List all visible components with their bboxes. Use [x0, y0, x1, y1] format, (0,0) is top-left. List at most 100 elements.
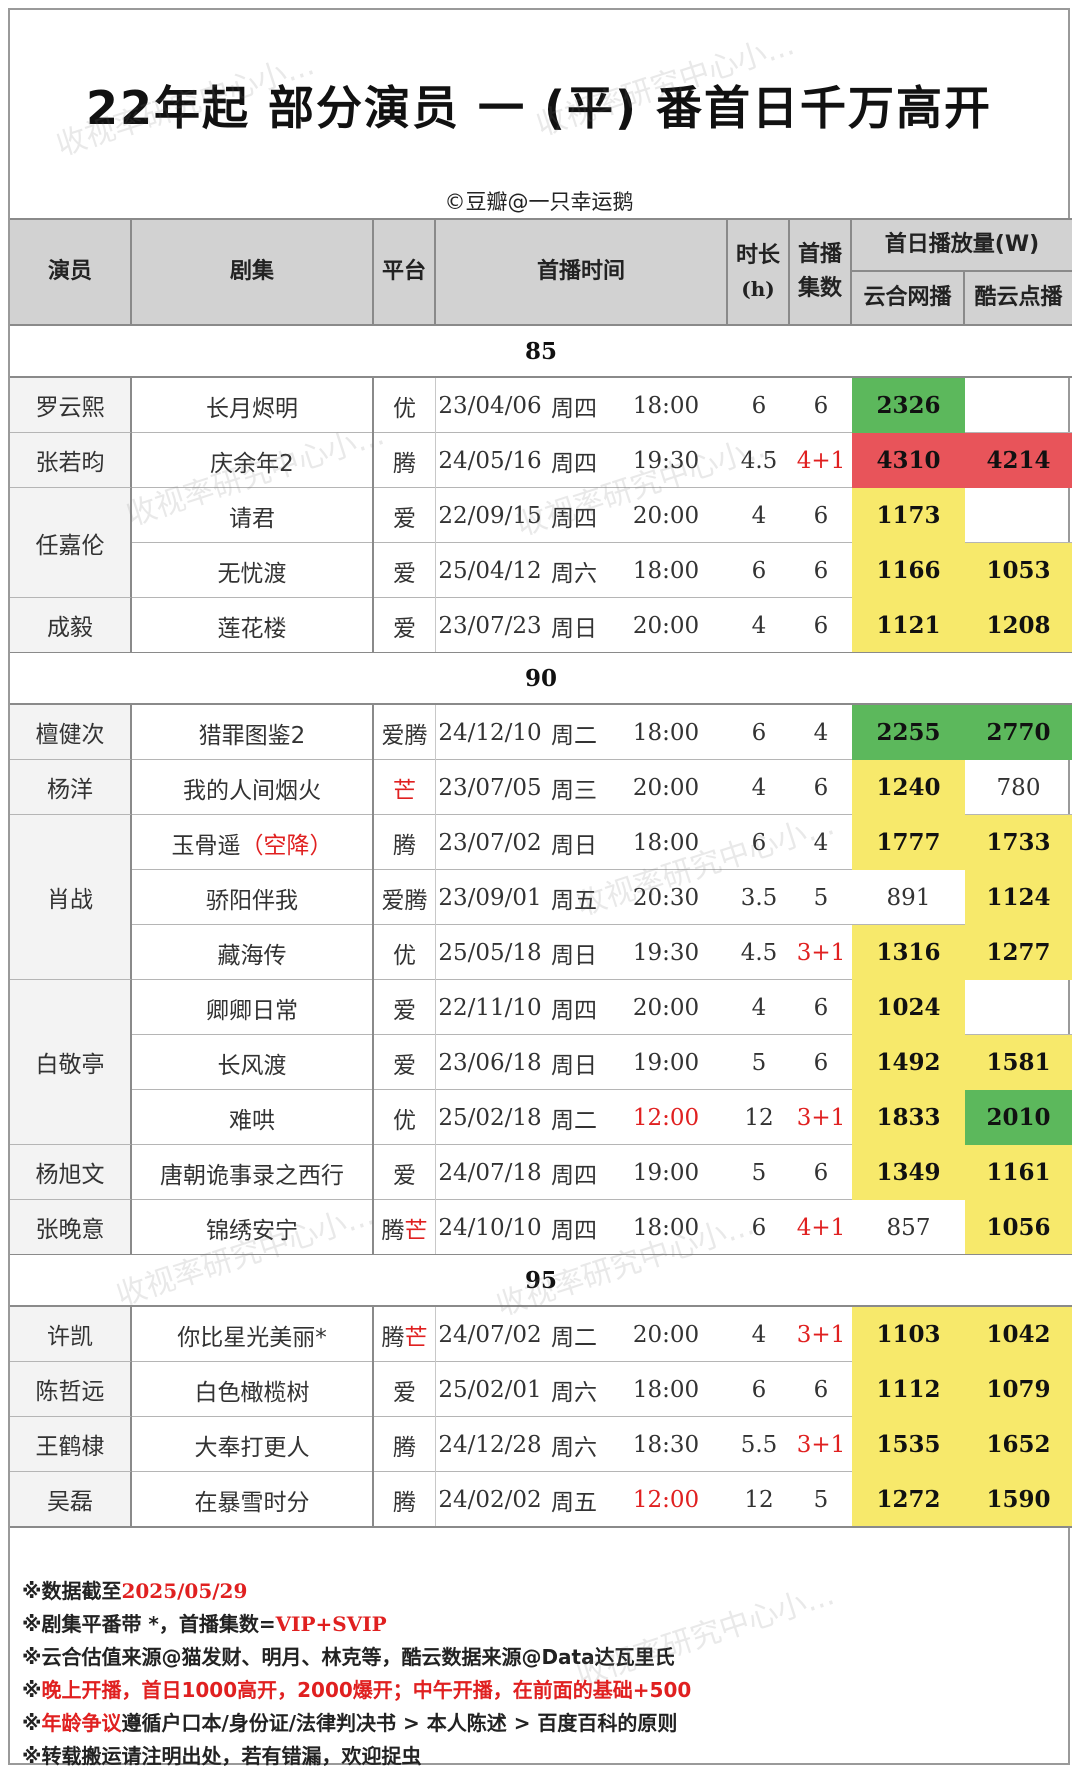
- yunhe-views: 1349: [852, 1145, 965, 1200]
- yunhe-views: 1272: [852, 1472, 965, 1527]
- kuyun-views: 1124: [965, 870, 1072, 925]
- platform-label: 腾: [381, 1324, 405, 1351]
- air-weekday: 周四: [551, 1162, 597, 1189]
- air-date: 23/06/18: [438, 1049, 542, 1076]
- header-duration: 时长 (h): [728, 220, 790, 324]
- air-weekday: 周二: [551, 722, 597, 749]
- kuyun-views: 780: [996, 774, 1041, 801]
- platform-label: 腾: [393, 450, 416, 477]
- note-segment: ※转载搬运请注明出处，若有错漏，欢迎捉虫: [22, 1744, 422, 1768]
- air-time: 20:00: [632, 502, 700, 529]
- actor-name: 陈哲远: [10, 1362, 132, 1417]
- yunhe-views: 1777: [852, 815, 965, 870]
- episodes-value: 4: [813, 719, 829, 746]
- platform-cell: 爱: [374, 1145, 436, 1200]
- duration-value: 3.5: [740, 884, 778, 911]
- episodes-value: 3+1: [796, 939, 846, 966]
- actor-name: 许凯: [10, 1307, 132, 1362]
- platform-label: 腾: [393, 1489, 416, 1516]
- header-platform: 平台: [374, 220, 436, 324]
- note-segment: 晚上开播，首日1000高开，2000爆开；中午开播，在前面的基础+500: [41, 1678, 692, 1702]
- air-time: 20:30: [632, 884, 700, 911]
- duration-value: 4: [751, 1321, 767, 1348]
- air-time: 18:00: [632, 392, 700, 419]
- note-segment: ※云合估值来源@猫发财、明月、林克等，酷云数据来源@Data达瓦里氏: [22, 1645, 675, 1669]
- actor-name: 张若昀: [10, 433, 132, 488]
- drama-note: （空降）: [240, 832, 333, 859]
- air-time: 18:00: [632, 829, 700, 856]
- duration-value: 6: [751, 1376, 767, 1403]
- platform-cell: 优: [374, 925, 436, 980]
- episodes-value: 6: [813, 392, 829, 419]
- header-drama: 剧集: [132, 220, 374, 324]
- yunhe-views: 1121: [852, 598, 965, 653]
- yunhe-views: 857: [886, 1214, 931, 1241]
- platform-cell: 腾: [374, 433, 436, 488]
- platform-label: 芒: [404, 1324, 428, 1351]
- episodes-value: 5: [813, 1486, 829, 1513]
- platform-label: 爱腾: [381, 722, 428, 749]
- air-date: 24/10/10: [438, 1214, 542, 1241]
- table-row: 请君爱 22/09/15 周四 20:00 4 6 1173: [10, 488, 1072, 543]
- air-date: 23/07/02: [438, 829, 542, 856]
- duration-value: 4.5: [740, 939, 778, 966]
- air-date: 24/07/02: [438, 1321, 542, 1348]
- table-row: 庆余年2 腾 24/05/16 周四 19:30 4.5 4+1 4310 4214: [10, 433, 1072, 488]
- ranking-sheet: 22年起 部分演员 一 (平) 番首日千万高开 ©豆瓣@一只幸运鹅 演员 剧集 …: [8, 8, 1072, 1768]
- notes: ※数据截至2025/05/29 ※剧集平番带 *，首播集数=VIP+SVIP ※云合…: [22, 1575, 1062, 1773]
- platform-label: 优: [393, 395, 416, 422]
- yunhe-views: 2326: [852, 378, 965, 433]
- drama-name: 长风渡: [132, 1035, 374, 1090]
- header-air-time: 首播时间: [436, 220, 728, 324]
- air-date: 24/12/28: [438, 1431, 542, 1458]
- table-row: 唐朝诡事录之西行爱 24/07/18 周四 19:00 5 6 1349 1161: [10, 1145, 1072, 1200]
- yunhe-views: 1492: [852, 1035, 965, 1090]
- kuyun-views: 1053: [965, 543, 1072, 598]
- air-date: 25/02/18: [438, 1104, 542, 1131]
- air-weekday: 周五: [551, 887, 597, 914]
- episodes-value: 5: [813, 884, 829, 911]
- note-segment: ※: [22, 1678, 42, 1702]
- drama-name: 猎罪图鉴2: [132, 705, 374, 760]
- table-row: 大奉打更人腾 24/12/28 周六 18:30 5.5 3+1 1535 1652: [10, 1417, 1072, 1472]
- yunhe-views: 1173: [852, 488, 965, 543]
- air-time: 19:00: [632, 1049, 700, 1076]
- air-weekday: 周六: [551, 560, 597, 587]
- air-weekday: 周六: [551, 1379, 597, 1406]
- note-segment: 年龄争议: [41, 1711, 122, 1735]
- drama-name: 在暴雪时分: [132, 1472, 374, 1527]
- table-row: 无忧渡爱 25/04/12 周六 18:00 6 6 1166 1053: [10, 543, 1072, 598]
- platform-cell: 爱: [374, 980, 436, 1035]
- drama-name: 请君: [132, 488, 374, 543]
- yunhe-views: 1535: [852, 1417, 965, 1472]
- air-weekday: 周日: [551, 942, 597, 969]
- episodes-value: 3+1: [796, 1321, 846, 1348]
- air-weekday: 周二: [551, 1107, 597, 1134]
- episodes-value: 6: [813, 1049, 829, 1076]
- drama-name: 卿卿日常: [132, 980, 374, 1035]
- platform-cell: 腾芒: [374, 1307, 436, 1362]
- platform-cell: 腾: [374, 1417, 436, 1472]
- header-actor: 演员: [10, 220, 132, 324]
- air-weekday: 周日: [551, 1052, 597, 1079]
- kuyun-views: [965, 488, 1072, 543]
- air-date: 23/07/05: [438, 774, 542, 801]
- air-time: 18:00: [632, 557, 700, 584]
- air-date: 24/05/16: [438, 447, 542, 474]
- air-weekday: 周四: [551, 395, 597, 422]
- platform-cell: 爱: [374, 543, 436, 598]
- group-divider: [10, 1526, 1072, 1528]
- note-segment: ※剧集平番带 *，首播集数=: [22, 1612, 276, 1636]
- duration-value: 12: [744, 1104, 774, 1131]
- platform-label: 腾: [381, 1217, 405, 1244]
- episodes-value: 3+1: [796, 1431, 846, 1458]
- group-label: 85: [10, 326, 1072, 378]
- drama-title: 玉骨遥: [171, 832, 241, 859]
- table-row: 我的人间烟火芒 23/07/05 周三 20:00 4 6 1240 780: [10, 760, 1072, 815]
- actor-name: 王鹤棣: [10, 1417, 132, 1472]
- air-time: 20:00: [632, 774, 700, 801]
- header-duration-unit: (h): [741, 276, 775, 301]
- table-header: 演员 剧集 平台 首播时间 时长 (h) 首播 集数 首日播放量(W) 云合网播…: [10, 218, 1072, 326]
- duration-value: 12: [744, 1486, 774, 1513]
- actor-name: 张晚意: [10, 1200, 132, 1255]
